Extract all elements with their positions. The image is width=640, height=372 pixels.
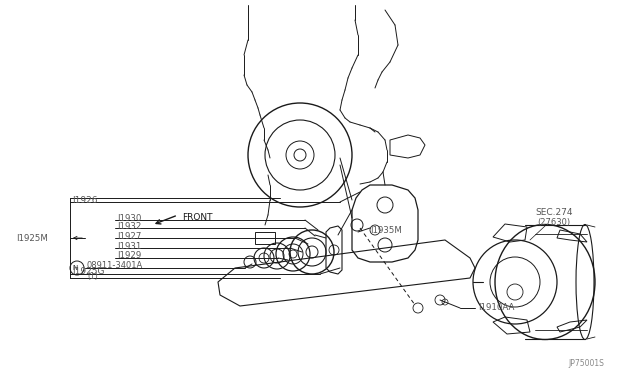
Text: JP75001S: JP75001S [568, 359, 604, 369]
Text: I1927: I1927 [117, 231, 141, 241]
Text: SEC.274: SEC.274 [535, 208, 573, 217]
Text: (1): (1) [87, 272, 98, 280]
Text: I1925G: I1925G [72, 267, 104, 276]
Text: I1931: I1931 [117, 241, 141, 250]
Text: I1930: I1930 [117, 214, 141, 222]
Text: 08911-3401A: 08911-3401A [86, 262, 142, 270]
Text: I1932: I1932 [117, 221, 141, 231]
Text: FRONT: FRONT [182, 212, 212, 221]
Text: I1929: I1929 [117, 251, 141, 260]
Text: I1935M: I1935M [370, 225, 402, 234]
Text: I1926: I1926 [72, 196, 97, 205]
Text: (27630): (27630) [537, 218, 570, 227]
Text: N: N [72, 265, 77, 271]
Text: I1910AA: I1910AA [478, 304, 515, 312]
Text: I1925M: I1925M [16, 234, 48, 243]
Bar [255, 232, 275, 244]
